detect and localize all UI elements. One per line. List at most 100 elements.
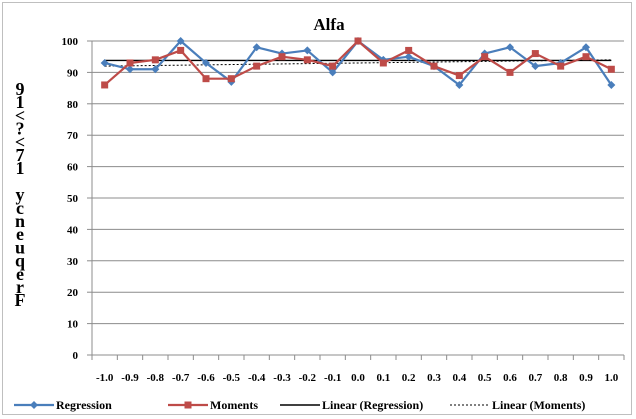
legend-item: Linear (Regression)	[280, 398, 423, 412]
data-point-moments	[227, 75, 235, 83]
x-tick-label: 0.3	[427, 372, 441, 384]
data-point-moments	[253, 62, 261, 70]
data-point-moments	[101, 81, 109, 89]
data-point-regression	[455, 80, 464, 89]
data-point-moments	[481, 53, 489, 61]
y-axis-label-glyph: n	[15, 211, 25, 231]
legend-label: Linear (Moments)	[492, 398, 585, 412]
y-axis-label-glyph: e	[16, 224, 24, 244]
legend-item: Linear (Moments)	[450, 398, 585, 412]
legend-marker	[184, 401, 192, 409]
y-axis-label-glyph: r	[16, 277, 24, 297]
x-tick-label: 0.7	[528, 372, 542, 384]
legend-item: Regression	[14, 398, 112, 412]
legend-label: Moments	[210, 398, 258, 412]
x-tick-label: -0.6	[197, 372, 215, 384]
y-axis-label-glyph: c	[16, 198, 24, 218]
chart-frame	[2, 2, 632, 415]
data-point-regression	[176, 37, 185, 45]
data-point-regression	[151, 65, 160, 74]
x-tick-label: -0.4	[248, 372, 266, 384]
y-tick-label: 40	[67, 224, 79, 236]
y-tick-label: 20	[67, 287, 79, 299]
data-point-moments	[506, 68, 514, 76]
y-tick-label: 30	[67, 256, 79, 268]
x-tick-label: 0.4	[452, 372, 466, 384]
legend: Regression Moments Linear (Regression) Line…	[14, 398, 585, 412]
data-point-moments	[379, 59, 387, 67]
y-axis-label-glyph: F	[15, 290, 26, 310]
data-point-regression	[607, 80, 616, 89]
y-axis: 0 10 20 30 40 50 60 70 80 90 100	[62, 36, 93, 362]
y-tick-label: 100	[62, 36, 79, 48]
data-point-moments	[126, 59, 134, 67]
data-point-moments	[531, 50, 539, 58]
x-tick-label: -0.8	[147, 372, 165, 384]
y-axis-label-glyph: 7	[16, 145, 25, 165]
legend-marker	[30, 401, 38, 409]
y-tick-label: 70	[67, 130, 79, 142]
x-tick-label: -0.5	[223, 372, 241, 384]
data-point-moments	[607, 65, 615, 73]
data-point-regression	[252, 43, 261, 52]
data-point-regression	[531, 62, 540, 71]
trendline-linear-moments	[104, 59, 612, 67]
data-series	[100, 37, 616, 89]
y-axis-label-glyph: 9	[16, 79, 25, 99]
y-axis-label-glyph: q	[15, 251, 25, 271]
data-point-moments	[354, 37, 362, 45]
data-point-regression	[303, 46, 312, 55]
y-tick-label: 50	[67, 193, 79, 205]
y-tick-label: 0	[73, 350, 79, 362]
x-tick-label: 1.0	[604, 372, 618, 384]
x-tick-label: 0.0	[351, 372, 365, 384]
legend-item: Moments	[168, 398, 258, 412]
data-point-regression	[404, 52, 413, 61]
x-tick-label: 0.5	[478, 372, 492, 384]
x-tick-label: -0.1	[324, 372, 341, 384]
data-point-moments	[177, 46, 185, 54]
legend-label: Regression	[56, 398, 112, 412]
x-tick-label: -0.2	[299, 372, 317, 384]
x-tick-label: 0.1	[376, 372, 390, 384]
y-axis-label-glyph: u	[15, 237, 25, 257]
data-point-moments	[557, 62, 565, 70]
x-tick-label: 0.9	[579, 372, 593, 384]
data-point-moments	[303, 56, 311, 64]
grid-lines	[92, 40, 624, 325]
data-point-moments	[405, 46, 413, 54]
y-axis-label-glyph: <	[15, 132, 25, 152]
data-point-moments	[430, 62, 438, 70]
y-axis-label-glyph: <	[15, 105, 25, 125]
data-point-moments	[329, 62, 337, 70]
data-point-regression	[100, 58, 109, 67]
y-axis-label-glyph: 1	[16, 92, 25, 112]
chart-title: Alfa	[313, 15, 345, 34]
y-tick-label: 60	[67, 162, 79, 174]
data-point-regression	[202, 58, 210, 67]
data-point-regression	[126, 65, 134, 74]
data-point-moments	[151, 56, 159, 64]
y-axis-label-glyph: y	[16, 185, 25, 205]
data-point-moments	[582, 53, 590, 61]
x-axis: -1.0 -0.9 -0.8 -0.7 -0.6 -0.5 -0.4 -0.3 -0.2 -0.1…	[91, 354, 625, 384]
x-tick-label: -0.7	[172, 372, 190, 384]
x-tick-label: 0.8	[554, 372, 568, 384]
data-point-moments	[278, 53, 286, 61]
y-axis-label-glyph: ?	[16, 119, 25, 139]
x-tick-label: 0.6	[503, 372, 517, 384]
data-point-regression	[328, 68, 337, 77]
data-point-moments	[202, 75, 210, 83]
data-point-regression	[582, 43, 590, 52]
x-tick-label: 0.2	[402, 372, 416, 384]
y-tick-label: 10	[67, 319, 79, 331]
x-tick-label: -0.3	[273, 372, 291, 384]
y-tick-label: 80	[67, 99, 79, 111]
legend-label: Linear (Regression)	[322, 398, 423, 412]
x-tick-label: -0.9	[121, 372, 139, 384]
y-tick-label: 90	[67, 67, 79, 79]
x-tick-label: -1.0	[96, 372, 114, 384]
y-axis-label-glyph: 1	[16, 158, 25, 178]
